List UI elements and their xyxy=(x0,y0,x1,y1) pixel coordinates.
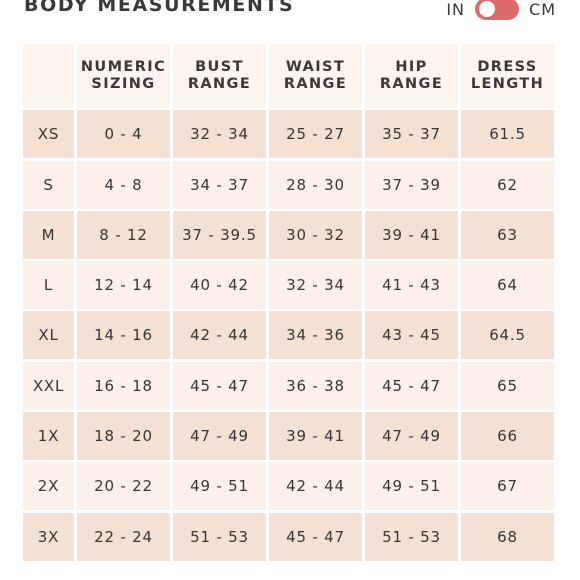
cell-dress-length: 68 xyxy=(461,512,554,561)
cell-hip-range: 35 - 37 xyxy=(365,110,458,159)
unit-toggle-switch[interactable] xyxy=(475,0,520,20)
cell-dress-length: 64.5 xyxy=(461,311,554,360)
size-label: 3X xyxy=(23,512,74,561)
cell-hip-range: 49 - 51 xyxy=(365,462,458,511)
cell-waist-range: 45 - 47 xyxy=(269,512,362,561)
unit-toggle: IN CM xyxy=(446,0,556,20)
cell-numeric-sizing: 16 - 18 xyxy=(77,361,170,410)
cell-numeric-sizing: 18 - 20 xyxy=(77,412,170,461)
header-waist-range: WAIST RANGE xyxy=(269,44,362,108)
cell-hip-range: 47 - 49 xyxy=(365,412,458,461)
cell-waist-range: 32 - 34 xyxy=(269,261,362,310)
cell-bust-range: 34 - 37 xyxy=(173,160,266,209)
size-label: 1X xyxy=(23,412,74,461)
header-bust-range: BUST RANGE xyxy=(173,44,266,108)
cell-dress-length: 62 xyxy=(461,160,554,209)
cell-hip-range: 43 - 45 xyxy=(365,311,458,360)
cell-bust-range: 45 - 47 xyxy=(173,361,266,410)
cell-hip-range: 37 - 39 xyxy=(365,160,458,209)
measurements-table: NUMERIC SIZING BUST RANGE WAIST RANGE HIP R… xyxy=(23,44,557,564)
cell-bust-range: 47 - 49 xyxy=(173,412,266,461)
cell-bust-range: 32 - 34 xyxy=(173,110,266,159)
size-label: XL xyxy=(23,311,74,360)
size-label: XS xyxy=(23,110,74,159)
cell-hip-range: 41 - 43 xyxy=(365,261,458,310)
size-label: M xyxy=(23,210,74,259)
cell-waist-range: 42 - 44 xyxy=(269,462,362,511)
cell-waist-range: 34 - 36 xyxy=(269,311,362,360)
cell-waist-range: 36 - 38 xyxy=(269,361,362,410)
cell-waist-range: 39 - 41 xyxy=(269,412,362,461)
cell-dress-length: 61.5 xyxy=(461,110,554,159)
cell-dress-length: 63 xyxy=(461,210,554,259)
cell-numeric-sizing: 22 - 24 xyxy=(77,512,170,561)
cell-numeric-sizing: 20 - 22 xyxy=(77,462,170,511)
size-label: L xyxy=(23,261,74,310)
cell-dress-length: 64 xyxy=(461,261,554,310)
cell-numeric-sizing: 0 - 4 xyxy=(77,110,170,159)
cell-numeric-sizing: 8 - 12 xyxy=(77,210,170,259)
cell-dress-length: 67 xyxy=(461,462,554,511)
cell-waist-range: 28 - 30 xyxy=(269,160,362,209)
cell-bust-range: 51 - 53 xyxy=(173,512,266,561)
cell-numeric-sizing: 12 - 14 xyxy=(77,261,170,310)
cell-bust-range: 37 - 39.5 xyxy=(173,210,266,259)
cell-hip-range: 51 - 53 xyxy=(365,512,458,561)
cell-numeric-sizing: 4 - 8 xyxy=(77,160,170,209)
header-dress-length: DRESS LENGTH xyxy=(461,44,554,108)
page-title: BODY MEASUREMENTS xyxy=(24,0,295,16)
size-label: XXL xyxy=(23,361,74,410)
cell-dress-length: 65 xyxy=(461,361,554,410)
unit-cm-label[interactable]: CM xyxy=(529,0,556,19)
size-label: S xyxy=(23,160,74,209)
header-size xyxy=(23,44,74,108)
header-numeric-sizing: NUMERIC SIZING xyxy=(77,44,170,108)
cell-waist-range: 30 - 32 xyxy=(269,210,362,259)
size-label: 2X xyxy=(23,462,74,511)
cell-bust-range: 49 - 51 xyxy=(173,462,266,511)
cell-dress-length: 66 xyxy=(461,412,554,461)
toggle-knob xyxy=(479,1,496,17)
cell-waist-range: 25 - 27 xyxy=(269,110,362,159)
header-hip-range: HIP RANGE xyxy=(365,44,458,108)
cell-bust-range: 40 - 42 xyxy=(173,261,266,310)
cell-hip-range: 45 - 47 xyxy=(365,361,458,410)
cell-numeric-sizing: 14 - 16 xyxy=(77,311,170,360)
unit-in-label[interactable]: IN xyxy=(446,0,466,19)
cell-bust-range: 42 - 44 xyxy=(173,311,266,360)
cell-hip-range: 39 - 41 xyxy=(365,210,458,259)
